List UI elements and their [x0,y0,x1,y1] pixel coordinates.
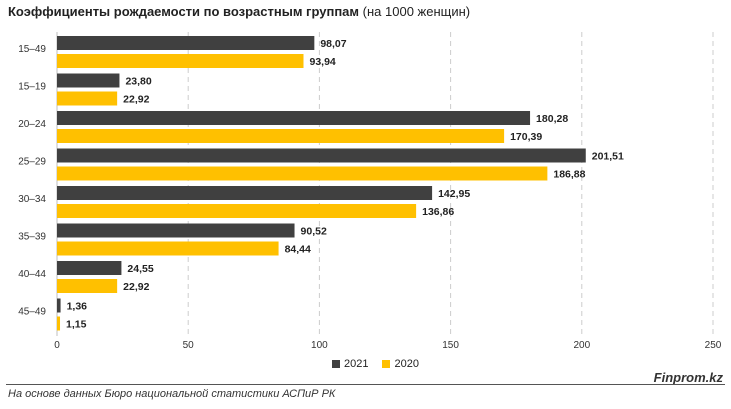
category-label: 35–39 [18,232,46,243]
data-label-2020: 136,86 [422,206,454,218]
data-label-2020: 22,92 [123,281,149,293]
legend: 2021 2020 [332,358,419,370]
category-label: 45–49 [18,307,46,318]
legend-item-2020: 2020 [382,358,419,370]
bar-2021 [57,223,295,238]
brand-logo: Finprom.kz [653,370,723,385]
bar-2020 [57,279,118,293]
data-label-2021: 90,52 [301,226,327,238]
source-note: На основе данных Бюро национальной стати… [8,388,336,400]
chart-title-unit: (на 1000 женщин) [362,4,471,19]
data-label-2021: 201,51 [592,151,624,163]
data-label-2020: 1,15 [66,319,87,331]
category-label: 15–19 [18,82,46,93]
bar-2020 [57,54,304,68]
bar-2020 [57,166,548,181]
x-tick-label: 50 [183,340,195,351]
category-label: 20–24 [18,119,46,130]
x-tick-label: 100 [311,340,328,351]
x-tick-label: 0 [54,340,60,351]
legend-label-2021: 2021 [344,358,369,370]
data-label-2021: 142,95 [438,188,470,200]
data-label-2021: 1,36 [67,301,88,313]
data-label-2020: 84,44 [285,244,311,256]
bar-2021 [57,36,315,50]
chart-title-main: Коэффициенты рождаемости по возрастным г… [8,4,360,19]
bar-2021 [57,111,531,125]
legend-label-2020: 2020 [394,358,419,370]
x-tick-label: 150 [442,340,459,351]
legend-swatch-2020 [382,360,391,368]
data-label-2021: 24,55 [127,263,153,275]
data-label-2021: 180,28 [536,113,568,125]
category-label: 40–44 [18,269,46,280]
bar-2020 [57,241,279,256]
legend-swatch-2021 [332,360,340,368]
bar-2021 [57,298,61,313]
bar-2020 [57,316,61,331]
data-label-2021: 98,07 [320,38,346,50]
data-label-2020: 93,94 [309,56,335,68]
bar-2021 [57,186,433,200]
data-label-2020: 186,88 [553,169,585,181]
legend-item-2021: 2021 [332,358,368,370]
bar-2021 [57,73,120,88]
category-label: 15–49 [18,44,46,55]
bar-2020 [57,204,417,218]
bar-2021 [57,148,586,163]
bar-2020 [57,91,118,106]
category-label: 25–29 [18,157,46,168]
category-label: 30–34 [18,194,46,205]
data-label-2020: 22,92 [123,94,149,106]
x-tick-label: 250 [705,340,722,351]
bar-2020 [57,129,505,143]
data-label-2021: 23,80 [125,76,151,88]
x-tick-label: 200 [573,340,590,351]
data-label-2020: 170,39 [510,131,542,143]
bar-2021 [57,261,122,275]
chart-title: Коэффициенты рождаемости по возрастным г… [8,4,470,19]
footer-divider [6,384,725,385]
